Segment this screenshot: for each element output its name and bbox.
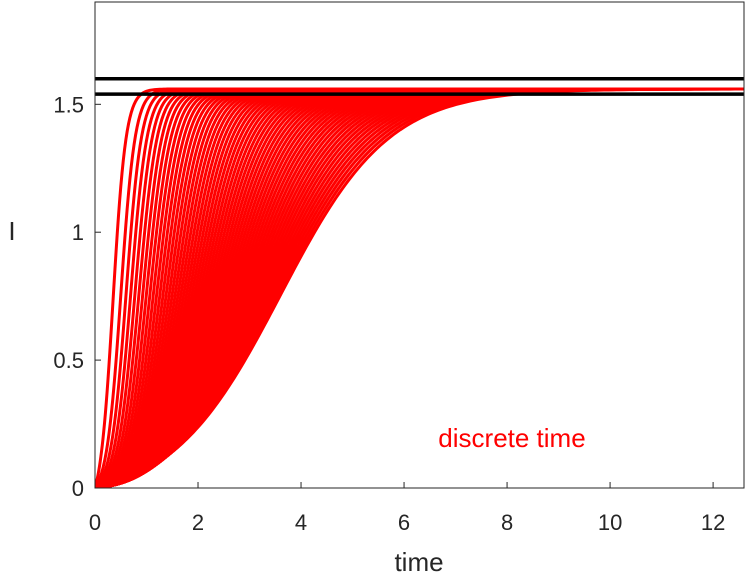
tick-group: 0 2 4 6 8 10 12 0 0.5 1 1.5 [53, 92, 725, 535]
reference-line-group [95, 76, 744, 96]
curve-line [95, 87, 744, 488]
curve-group [95, 87, 744, 488]
y-tick-label: 0 [72, 476, 84, 501]
x-axis-label: time [394, 547, 443, 577]
x-tick-label: 4 [295, 510, 307, 535]
y-tick-label: 0.5 [53, 348, 84, 373]
x-tick-label: 6 [398, 510, 410, 535]
y-tick-label: 1 [72, 220, 84, 245]
x-tick-label: 12 [701, 510, 725, 535]
x-tick-label: 8 [501, 510, 513, 535]
x-tick-label: 10 [598, 510, 622, 535]
annotation-label: discrete time [438, 423, 585, 453]
x-tick-label: 0 [89, 510, 101, 535]
plot-frame [94, 1, 745, 489]
x-tick-label: 2 [192, 510, 204, 535]
y-axis-label: I [8, 216, 15, 246]
y-tick-label: 1.5 [53, 92, 84, 117]
